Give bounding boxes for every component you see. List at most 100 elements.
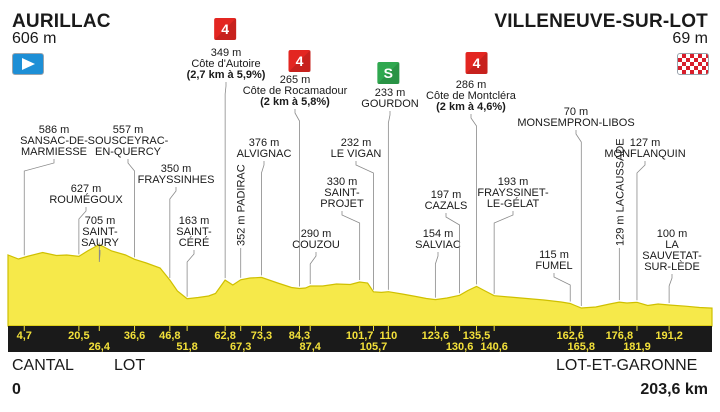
finish-altitude: 69 m: [672, 30, 708, 47]
place-guide-line: [636, 161, 646, 301]
place-guide-line: [261, 161, 265, 276]
place-name: SOUSCEYRAC-: [88, 135, 169, 147]
place-name: Côte de Rocamadour: [243, 85, 348, 97]
km-label: 26,4: [89, 341, 111, 353]
km-label: 4,7: [17, 330, 32, 342]
place-guide-line: [470, 114, 477, 285]
place-altitude: 70 m: [564, 106, 588, 118]
place-name: COUZOU: [292, 239, 340, 251]
km-label: 162,6: [556, 330, 584, 342]
km-label: 62,8: [214, 330, 235, 342]
place-name: LE-GÉLAT: [487, 197, 540, 210]
place-guide-line: [309, 252, 317, 284]
place-name-rotated: 129 m LACAUSSADE: [614, 138, 626, 246]
svg-text:S: S: [384, 65, 393, 81]
place-name: LA: [665, 239, 679, 251]
place-altitude: 233 m: [375, 87, 406, 99]
place-name: Côte d'Autoire: [191, 58, 260, 70]
place-name: Côte de Montcléra: [426, 90, 517, 102]
place-name: SAINT-: [324, 187, 360, 199]
place-altitude: 115 m: [539, 249, 569, 261]
place-altitude: 350 m: [161, 163, 192, 175]
place-name: SANSAC-DE-: [20, 135, 88, 147]
place-name: MONSEMPRON-LIBOS: [517, 117, 634, 129]
place-guide-line: [224, 82, 227, 279]
place-name: CÉRÉ: [179, 236, 210, 249]
place-altitude: 627 m: [71, 183, 102, 195]
place-altitude: 286 m: [456, 79, 487, 91]
place-name: ROUMÉGOUX: [49, 193, 123, 206]
sprint-marker-icon: S: [377, 62, 400, 84]
place-name: SAURY: [81, 237, 119, 249]
place-guide-line: [127, 159, 135, 258]
place-name: FRAYSSINHES: [138, 174, 215, 186]
climb-cat4-icon: 4: [214, 18, 237, 40]
place-guide-line: [387, 111, 391, 290]
km-label: 20,5: [68, 330, 89, 342]
km-label: 101,7: [346, 330, 374, 342]
km-label: 84,3: [289, 330, 310, 342]
region-lot: LOT: [114, 357, 146, 374]
place-guide-line: [668, 274, 673, 303]
start-flag-icon: [12, 53, 44, 75]
place-altitude: 586 m: [39, 124, 70, 136]
place-guide-line: [434, 252, 439, 298]
place-name: SALVIAC: [415, 239, 461, 251]
km-label: 110: [379, 330, 397, 342]
km-label: 87,4: [299, 341, 321, 353]
axis-end-km: 203,6 km: [640, 381, 708, 398]
place-guide-line: [575, 130, 582, 306]
place-guide-line: [98, 242, 101, 263]
place-guide-line: [294, 109, 300, 287]
place-altitude: 232 m: [341, 137, 372, 149]
km-label: 73,3: [251, 330, 272, 342]
place-name: EN-QUERCY: [95, 146, 162, 158]
axis-start-km: 0: [12, 381, 21, 398]
place-name: CAZALS: [425, 200, 468, 212]
place-name: SAINT-: [176, 226, 212, 238]
place-guide-line: [341, 211, 361, 280]
place-name: FRAYSSINET-: [477, 187, 549, 199]
place-guide-line: [493, 211, 514, 294]
svg-text:4: 4: [221, 21, 229, 37]
place-guide-line: [78, 207, 87, 255]
place-altitude: 557 m: [113, 124, 144, 136]
place-name: SAINT-: [82, 226, 118, 238]
place-guide-line: [23, 159, 55, 256]
km-label: 176,8: [606, 330, 634, 342]
km-label: 105,7: [360, 341, 388, 353]
place-name: PROJET: [320, 198, 364, 210]
elevation-profile-area: [7, 243, 713, 327]
place-name: MONFLANQUIN: [604, 148, 685, 160]
km-label: 165,8: [568, 341, 596, 353]
place-name-rotated: 352 m PADIRAC: [236, 164, 248, 246]
place-altitude: 100 m: [657, 228, 688, 240]
start-city: AURILLAC: [12, 11, 111, 32]
place-guide-line: [169, 187, 177, 278]
place-altitude: 163 m: [179, 215, 210, 227]
km-label: 36,6: [124, 330, 145, 342]
climb-cat4-icon: 4: [465, 52, 488, 74]
region-lot-et-garonne: LOT-ET-GARONNE: [556, 357, 698, 374]
km-label: 181,9: [623, 341, 651, 353]
place-altitude: 705 m: [85, 215, 116, 227]
place-name: (2 km à 5,8%): [260, 96, 330, 108]
place-name: ALVIGNAC: [237, 148, 292, 160]
place-altitude: 127 m: [630, 137, 661, 149]
place-altitude: 349 m: [211, 47, 242, 59]
finish-flag-icon: [677, 53, 709, 75]
place-guide-line: [445, 213, 460, 294]
region-cantal: CANTAL: [12, 357, 74, 374]
place-altitude: 197 m: [431, 189, 462, 201]
km-label: 51,8: [176, 341, 197, 353]
place-name: MARMIESSE: [21, 146, 87, 158]
place-guide-line: [355, 161, 374, 290]
km-label: 46,8: [159, 330, 180, 342]
start-altitude: 606 m: [12, 30, 57, 47]
km-label: 140,6: [480, 341, 508, 353]
km-label: 67,3: [230, 341, 251, 353]
svg-text:4: 4: [296, 53, 304, 69]
place-name: SAUVETAT-: [642, 250, 702, 262]
place-altitude: 193 m: [498, 176, 529, 188]
